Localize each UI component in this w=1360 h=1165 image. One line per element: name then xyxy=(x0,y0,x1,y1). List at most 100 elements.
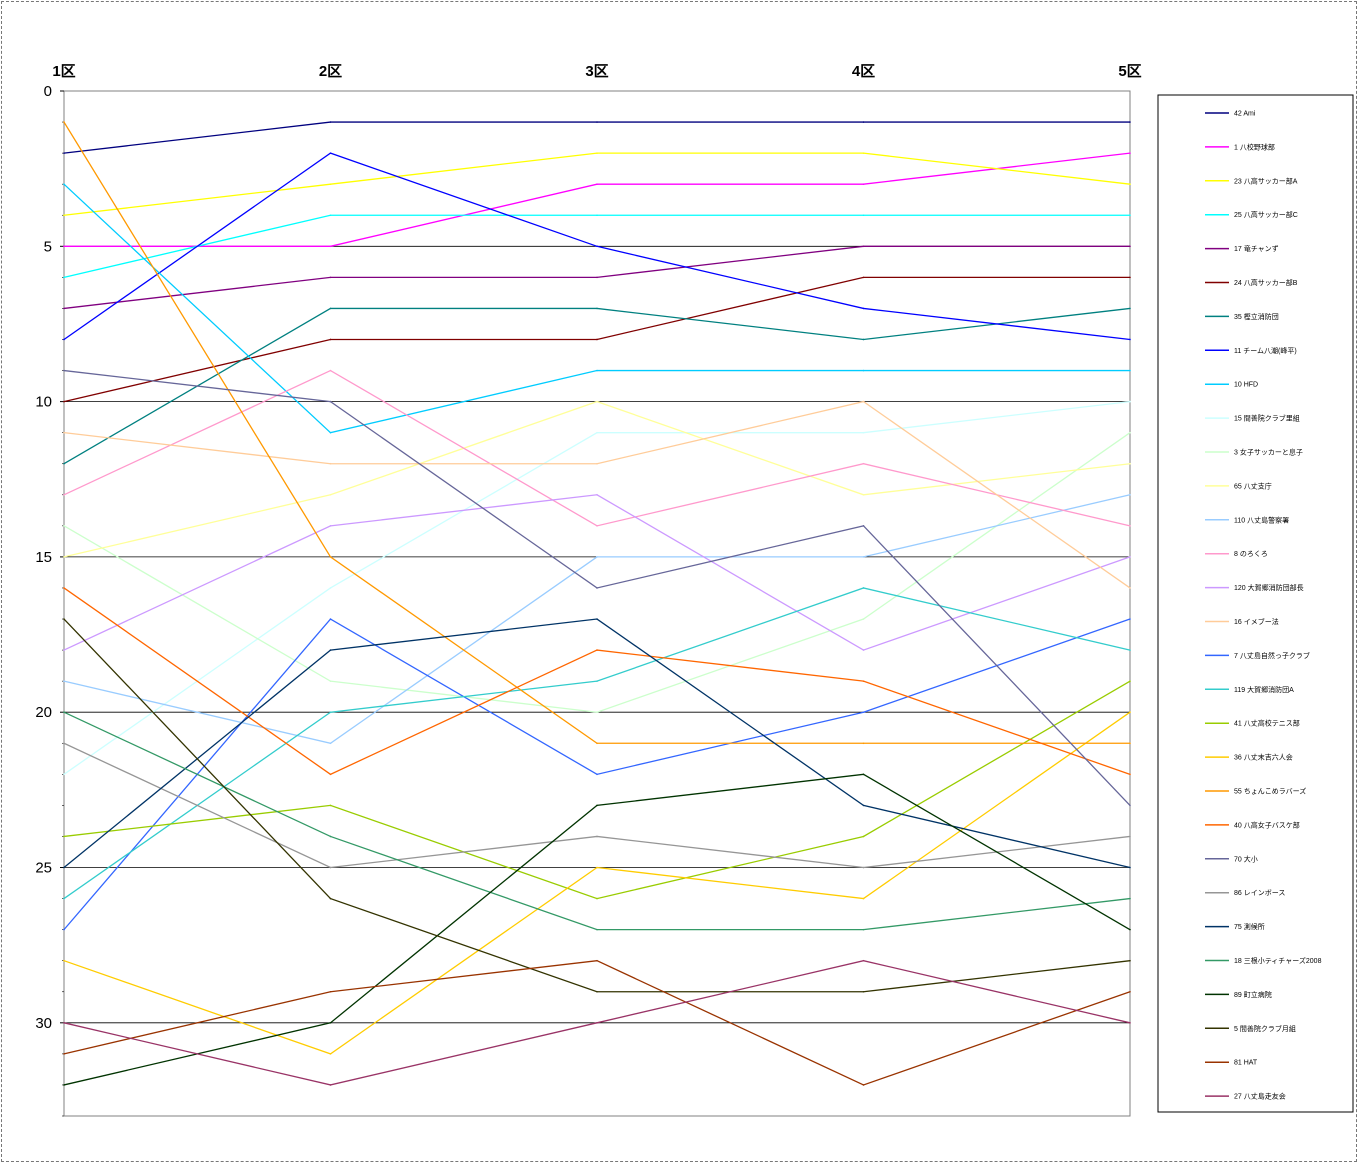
data-point xyxy=(862,525,865,527)
data-point xyxy=(63,897,65,900)
data-point xyxy=(329,990,332,993)
data-point xyxy=(329,307,332,310)
data-point xyxy=(1129,338,1131,341)
data-point xyxy=(1129,618,1131,620)
data-point xyxy=(329,618,332,620)
data-point xyxy=(862,276,865,279)
data-point xyxy=(329,369,332,372)
data-point xyxy=(1129,928,1131,931)
data-point xyxy=(1129,990,1131,993)
data-point xyxy=(862,742,865,745)
data-point xyxy=(596,959,598,962)
data-point xyxy=(596,928,598,931)
data-point xyxy=(329,680,332,682)
series-layer xyxy=(63,121,1131,1086)
data-point xyxy=(596,369,598,372)
data-point xyxy=(329,897,332,900)
data-point xyxy=(1129,525,1131,527)
grid-layer xyxy=(63,90,1131,1117)
legend-label: 86 レインボース xyxy=(1234,889,1285,897)
data-point xyxy=(596,773,598,776)
legend-label: 3 女子サッカーと息子 xyxy=(1234,448,1303,457)
data-point xyxy=(862,928,865,931)
series-line xyxy=(63,400,1131,558)
data-point xyxy=(63,369,65,372)
legend-label: 35 樫立消防団 xyxy=(1234,312,1279,321)
data-point xyxy=(596,711,598,714)
data-point xyxy=(329,431,332,434)
y-tick-label: 25 xyxy=(35,860,52,877)
data-point xyxy=(862,711,865,714)
data-point xyxy=(329,525,332,527)
data-point xyxy=(1129,183,1131,185)
data-point xyxy=(63,742,65,745)
y-tick-label: 5 xyxy=(44,238,52,255)
data-point xyxy=(862,493,865,496)
data-point xyxy=(862,556,865,558)
data-point xyxy=(596,897,598,900)
data-point xyxy=(63,152,65,154)
data-point xyxy=(862,959,865,962)
data-point xyxy=(63,525,65,527)
legend-label: 81 HAT xyxy=(1234,1060,1258,1067)
x-tick-label: 1区 xyxy=(52,63,75,80)
data-point xyxy=(329,835,332,838)
data-point xyxy=(1129,866,1131,869)
series-line xyxy=(63,121,1130,154)
x-tick-label: 3区 xyxy=(585,63,608,80)
y-tick-label: 10 xyxy=(35,394,52,411)
legend-label: 27 八丈島走友会 xyxy=(1234,1092,1286,1101)
data-point xyxy=(63,649,65,651)
series-line xyxy=(63,307,1131,465)
data-point xyxy=(63,276,65,279)
data-point xyxy=(1129,307,1131,310)
data-point xyxy=(1129,121,1131,123)
data-point xyxy=(329,276,332,279)
data-point xyxy=(1129,462,1131,465)
data-point xyxy=(63,587,65,589)
data-point xyxy=(862,369,865,372)
data-point xyxy=(596,618,598,620)
legend-label: 17 竜チャンず xyxy=(1234,244,1279,253)
data-point xyxy=(1129,1022,1131,1024)
data-point xyxy=(63,245,65,248)
data-point xyxy=(596,307,598,310)
data-point xyxy=(596,1022,598,1024)
legend-label: 16 イメブー法 xyxy=(1234,617,1279,626)
data-point xyxy=(329,587,332,589)
y-tick-label: 20 xyxy=(35,704,52,721)
legend-label: 23 八高サッカー部A xyxy=(1234,176,1298,185)
data-point xyxy=(596,680,598,682)
data-point xyxy=(1129,835,1131,838)
legend-label: 8 のろくろ xyxy=(1234,550,1268,558)
data-point xyxy=(329,245,332,248)
y-tick-label: 15 xyxy=(35,549,52,566)
data-point xyxy=(63,928,65,931)
data-point xyxy=(63,307,65,310)
data-point xyxy=(329,866,332,869)
data-point xyxy=(63,183,65,185)
data-point xyxy=(596,431,598,434)
legend-box xyxy=(1157,94,1354,1113)
data-point xyxy=(596,121,598,123)
data-point xyxy=(63,431,65,434)
data-point xyxy=(329,400,332,403)
data-point xyxy=(1129,556,1131,558)
data-point xyxy=(1129,897,1131,900)
data-point xyxy=(1129,493,1131,496)
data-point xyxy=(63,1084,65,1086)
data-point xyxy=(329,462,332,465)
data-point xyxy=(862,773,865,776)
data-point xyxy=(1129,214,1131,217)
legend-label: 40 八高女子バスケ部 xyxy=(1234,820,1300,829)
legend-label: 36 八丈末吉六人会 xyxy=(1234,753,1293,762)
data-point xyxy=(596,742,598,745)
data-point xyxy=(862,431,865,434)
data-point xyxy=(329,183,332,185)
legend-label: 10 HFD xyxy=(1234,382,1258,389)
data-point xyxy=(1129,400,1131,403)
data-point xyxy=(329,711,332,714)
data-point xyxy=(1129,649,1131,651)
